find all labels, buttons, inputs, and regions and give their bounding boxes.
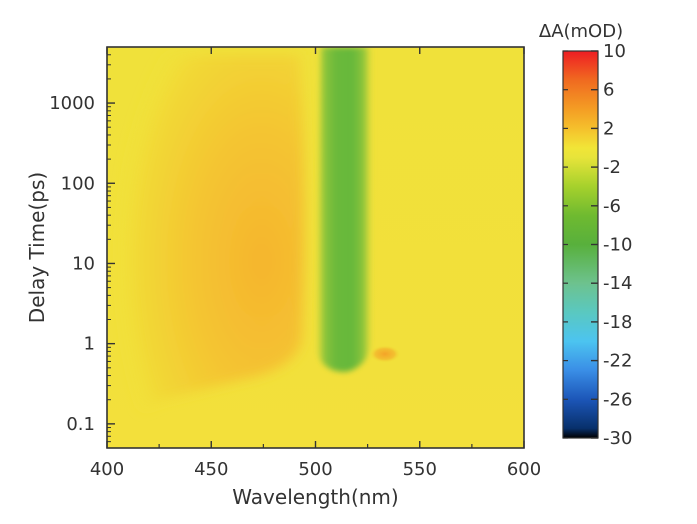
- colorbar-tick-label: -10: [603, 235, 632, 256]
- x-tick-label: 500: [298, 459, 332, 480]
- x-tick-label: 600: [507, 459, 541, 480]
- heatmap-image: [107, 47, 524, 448]
- x-axis: 400 450 500 550 600: [90, 47, 541, 480]
- colorbar-tick-label: -2: [603, 157, 621, 178]
- colorbar-tick-label: 2: [603, 118, 614, 139]
- negative-band: [316, 47, 372, 372]
- y-tick-label: 1000: [49, 93, 95, 114]
- colorbar-tick-label: -26: [603, 389, 632, 410]
- x-tick-label: 400: [90, 459, 124, 480]
- x-tick-label: 550: [403, 459, 437, 480]
- y-tick-label: 0.1: [66, 414, 95, 435]
- colorbar-tick-label: -18: [603, 312, 632, 333]
- y-tick-label: 10: [72, 253, 95, 274]
- colorbar-title: ΔA(mOD): [539, 21, 623, 42]
- y-tick-label: 100: [61, 173, 95, 194]
- colorbar-tick-label: 6: [603, 80, 614, 101]
- colorbar-tick-label: -6: [603, 196, 621, 217]
- colorbar-ticks: 10 6 2 -2 -6 -10 -14 -18 -22 -26 -30: [563, 41, 632, 449]
- colorbar-tick-label: 10: [603, 41, 626, 62]
- early-positive-spot: [369, 345, 401, 363]
- colorbar-tick-label: -22: [603, 351, 632, 372]
- y-tick-label: 1: [84, 334, 95, 355]
- positive-band: [110, 55, 305, 430]
- x-tick-label: 450: [194, 459, 228, 480]
- colorbar-tick-label: -14: [603, 273, 632, 294]
- colorbar-tick-label: -30: [603, 428, 632, 449]
- y-axis: 0.1 1 10 100 1000: [49, 46, 115, 449]
- y-axis-title: Delay Time(ps): [25, 172, 49, 323]
- x-axis-title: Wavelength(nm): [232, 485, 398, 509]
